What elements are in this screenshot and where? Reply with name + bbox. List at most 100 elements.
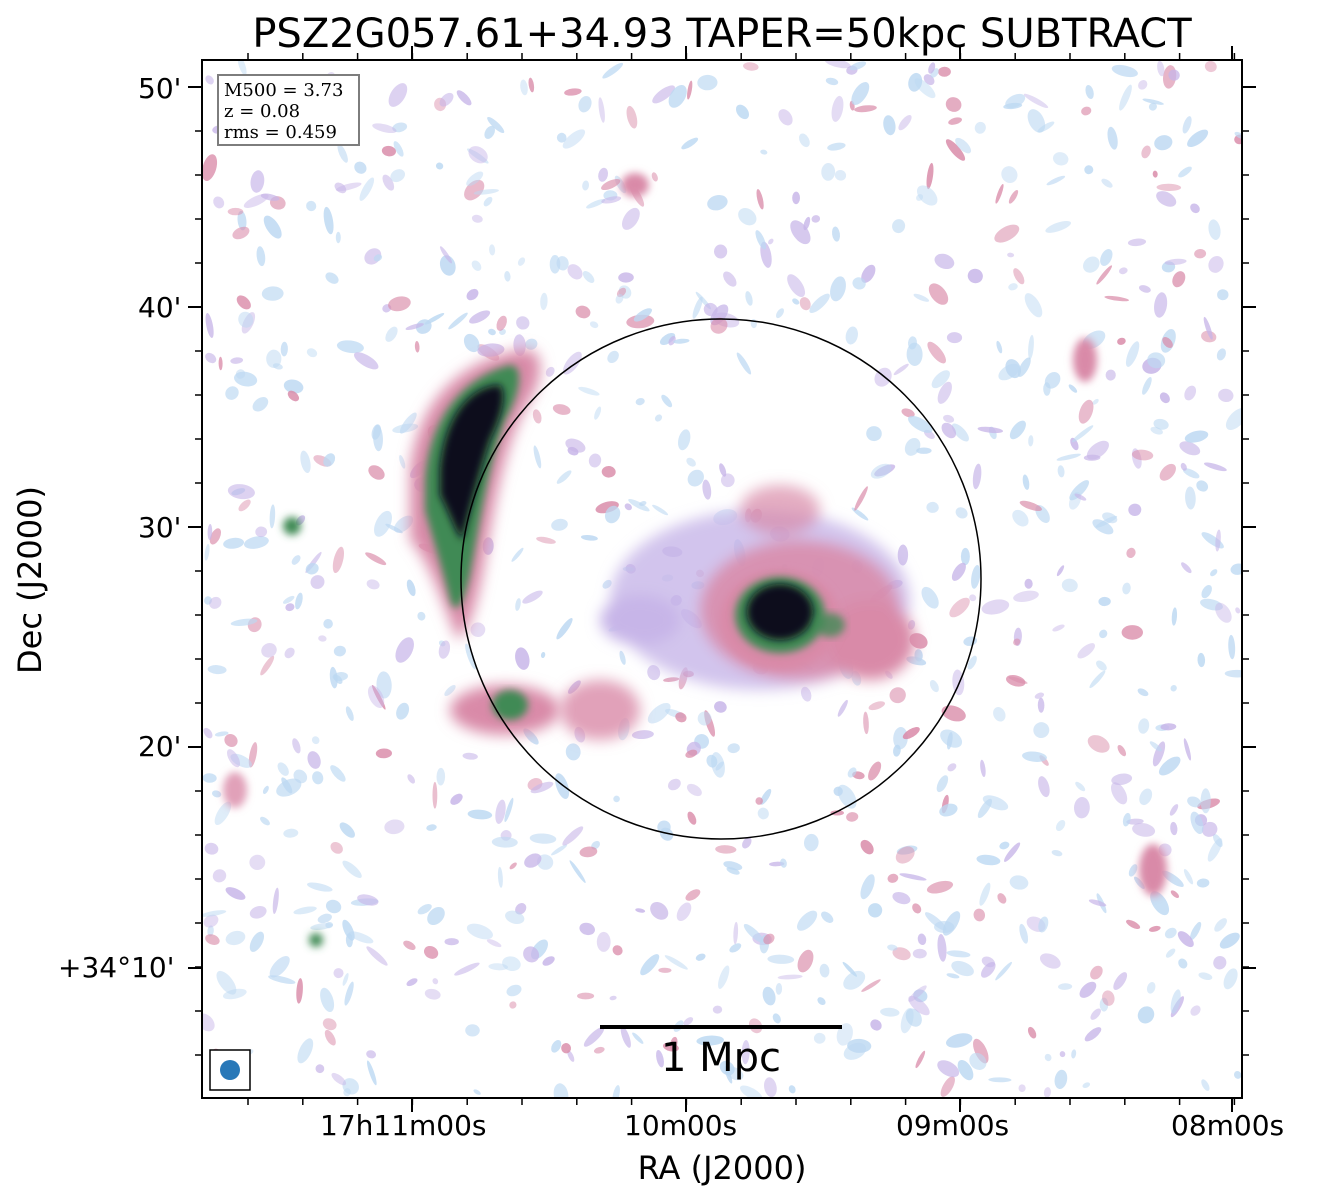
noise-speck bbox=[520, 79, 528, 96]
noise-speck bbox=[561, 1043, 572, 1054]
y-tick-label: 30' bbox=[138, 511, 182, 544]
noise-speck bbox=[723, 271, 737, 287]
noise-speck bbox=[778, 109, 793, 126]
noise-speck bbox=[951, 562, 966, 581]
noise-speck bbox=[306, 200, 317, 212]
noise-speck bbox=[988, 1077, 1012, 1083]
noise-speck bbox=[1075, 781, 1086, 792]
noise-speck bbox=[1077, 643, 1096, 659]
noise-speck bbox=[1178, 166, 1192, 178]
noise-speck bbox=[384, 819, 405, 835]
noise-speck bbox=[473, 189, 499, 195]
noise-speck bbox=[957, 1059, 974, 1081]
noise-speck bbox=[979, 882, 991, 906]
r500-circle-icon bbox=[460, 318, 982, 840]
noise-speck bbox=[916, 194, 924, 201]
noise-speck bbox=[293, 906, 317, 915]
noise-speck bbox=[448, 312, 468, 330]
noise-speck bbox=[880, 1007, 900, 1017]
noise-speck bbox=[1196, 480, 1209, 492]
noise-speck bbox=[1183, 738, 1192, 761]
noise-speck bbox=[993, 707, 1006, 722]
noise-speck bbox=[902, 727, 920, 740]
noise-speck bbox=[851, 82, 870, 105]
noise-speck bbox=[1003, 102, 1023, 110]
noise-speck bbox=[1171, 607, 1178, 626]
noise-speck bbox=[1051, 849, 1063, 857]
noise-speck bbox=[1043, 382, 1051, 396]
noise-speck bbox=[1119, 84, 1132, 111]
noise-speck bbox=[673, 338, 690, 344]
noise-speck bbox=[974, 121, 986, 134]
noise-speck bbox=[945, 139, 966, 161]
noise-speck bbox=[658, 967, 672, 973]
noise-speck bbox=[589, 321, 599, 329]
noise-speck bbox=[1201, 1079, 1210, 1091]
noise-speck bbox=[237, 60, 247, 76]
noise-speck bbox=[1037, 697, 1045, 713]
noise-speck bbox=[1159, 392, 1170, 404]
noise-speck bbox=[624, 503, 632, 511]
noise-speck bbox=[904, 437, 921, 456]
noise-speck bbox=[444, 938, 459, 946]
noise-speck bbox=[385, 326, 398, 342]
noise-speck bbox=[323, 453, 336, 467]
noise-speck bbox=[1079, 981, 1097, 998]
noise-speck bbox=[295, 592, 303, 610]
noise-speck bbox=[388, 296, 411, 312]
noise-speck bbox=[757, 807, 769, 820]
noise-speck bbox=[1082, 1082, 1091, 1089]
beam-ellipse-icon bbox=[220, 1060, 240, 1080]
noise-speck bbox=[283, 828, 299, 838]
noise-speck bbox=[276, 778, 302, 797]
noise-speck bbox=[444, 684, 456, 697]
noise-speck bbox=[565, 438, 586, 453]
noise-speck bbox=[756, 189, 764, 210]
noise-speck bbox=[906, 656, 927, 666]
noise-speck bbox=[333, 645, 346, 657]
noise-speck bbox=[354, 161, 367, 174]
noise-speck bbox=[1154, 292, 1168, 318]
noise-speck bbox=[1068, 384, 1078, 393]
noise-speck bbox=[222, 988, 247, 1000]
noise-speck bbox=[555, 773, 570, 800]
noise-speck bbox=[726, 867, 740, 875]
noise-speck bbox=[1092, 398, 1099, 405]
noise-speck bbox=[1190, 811, 1204, 835]
noise-speck bbox=[1056, 565, 1065, 577]
noise-speck bbox=[941, 705, 966, 722]
noise-speck bbox=[203, 727, 213, 739]
noise-speck bbox=[1028, 435, 1034, 447]
noise-speck bbox=[529, 833, 557, 844]
noise-speck bbox=[647, 665, 661, 681]
noise-speck bbox=[604, 505, 621, 524]
noise-speck bbox=[372, 684, 386, 710]
noise-speck bbox=[1185, 486, 1196, 510]
noise-speck bbox=[870, 1019, 882, 1031]
noise-speck bbox=[697, 711, 712, 726]
noise-speck bbox=[209, 596, 222, 609]
noise-speck bbox=[889, 687, 906, 704]
noise-speck bbox=[1162, 336, 1173, 349]
noise-speck bbox=[1117, 745, 1127, 757]
noise-speck bbox=[821, 911, 834, 923]
noise-speck bbox=[967, 655, 977, 670]
noise-speck bbox=[483, 196, 493, 207]
noise-speck bbox=[227, 207, 244, 216]
noise-speck bbox=[668, 85, 687, 108]
noise-speck bbox=[905, 1008, 922, 1027]
noise-speck bbox=[867, 903, 883, 918]
noise-speck bbox=[1038, 916, 1049, 933]
noise-speck bbox=[775, 983, 783, 995]
noise-speck bbox=[505, 910, 525, 924]
noise-speck bbox=[652, 504, 669, 516]
noise-speck bbox=[525, 338, 538, 350]
noise-speck bbox=[368, 465, 385, 480]
noise-speck bbox=[269, 955, 290, 978]
noise-speck bbox=[336, 340, 364, 354]
noise-speck bbox=[530, 781, 554, 794]
noise-speck bbox=[619, 650, 626, 665]
noise-speck bbox=[1044, 1053, 1052, 1062]
noise-speck bbox=[1090, 965, 1103, 980]
noise-speck bbox=[511, 547, 524, 562]
